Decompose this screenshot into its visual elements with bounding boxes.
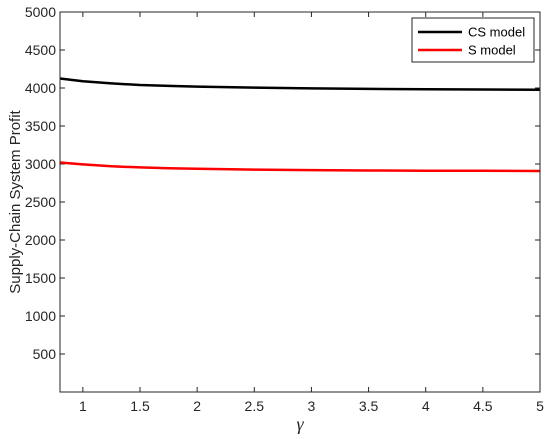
series-lines	[59, 77, 541, 173]
x-tick-label: 5	[536, 398, 544, 414]
legend-label-cs-model: CS model	[468, 25, 525, 40]
y-tick-label: 1000	[25, 308, 56, 324]
plot-area-frame	[59, 11, 541, 393]
y-axis-label: Supply-Chain System Profit	[7, 109, 24, 293]
x-tick-label: 3	[308, 398, 316, 414]
x-tick-label: 2	[193, 398, 201, 414]
y-tick-label: 4500	[25, 42, 56, 58]
y-axis-ticks: 500 1000 1500 2000 2500 3000 3500 4000 4500 5000	[25, 4, 540, 362]
y-tick-label: 4000	[25, 80, 56, 96]
x-tick-label: 3.5	[359, 398, 379, 414]
x-tick-label: 2.5	[245, 398, 265, 414]
legend-box	[411, 17, 535, 63]
y-tick-label: 1500	[25, 270, 56, 286]
series-line-s-model	[59, 161, 541, 173]
y-tick-label: 3000	[25, 156, 56, 172]
y-tick-label: 3500	[25, 118, 56, 134]
x-tick-label: 4	[422, 398, 430, 414]
x-tick-label: 1.5	[130, 398, 150, 414]
legend: CS model S model	[411, 17, 535, 63]
x-axis-label: γ	[296, 414, 304, 434]
x-tick-label: 4.5	[473, 398, 493, 414]
series-line-cs-model	[59, 77, 541, 91]
y-tick-label: 2500	[25, 194, 56, 210]
y-tick-label: 5000	[25, 4, 56, 20]
x-axis-ticks: 1 1.5 2 2.5 3 3.5 4 4.5 5	[79, 12, 544, 414]
y-tick-label: 500	[33, 346, 57, 362]
x-tick-label: 1	[79, 398, 87, 414]
legend-label-s-model: S model	[468, 43, 516, 58]
y-tick-label: 2000	[25, 232, 56, 248]
